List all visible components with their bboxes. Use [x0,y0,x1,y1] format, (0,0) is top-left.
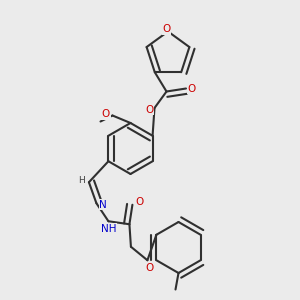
Text: O: O [187,83,196,94]
Text: O: O [146,263,154,273]
Text: O: O [136,197,144,207]
Text: H: H [78,176,85,185]
Text: O: O [162,24,171,34]
Text: O: O [145,104,153,115]
Text: O: O [102,109,110,119]
Text: NH: NH [101,224,116,234]
Text: N: N [99,200,107,210]
